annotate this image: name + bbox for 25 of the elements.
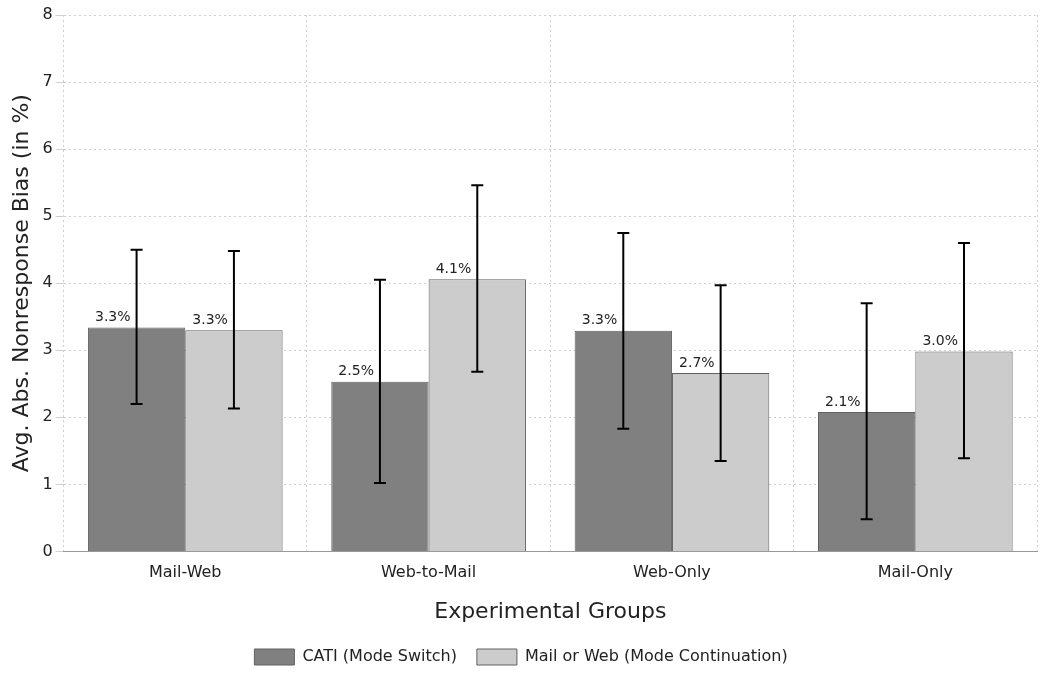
legend-label: Mail or Web (Mode Continuation) [524,646,788,666]
data-label: 3.3% [581,311,618,328]
y-tick-label: 0 [42,540,53,560]
data-label: 2.5% [338,362,374,379]
y-tick-label: 4 [42,272,53,292]
y-tick-label: 7 [42,71,53,91]
x-tick-label: Web-Only [633,562,711,582]
data-label: 2.1% [825,392,861,409]
y-axis-title: Avg. Abs. Nonresponse Bias (in %) [7,94,33,473]
y-tick-label: 5 [42,205,53,225]
x-tick-label: Mail-Web [149,562,222,582]
x-tick-label: Web-to-Mail [380,562,477,582]
legend-label: CATI (Mode Switch) [302,646,457,666]
y-tick-label: 2 [42,406,53,426]
data-label: 4.1% [435,259,472,276]
data-label: 3.3% [192,310,228,327]
y-tick-label: 3 [42,339,53,359]
data-label: 3.3% [95,308,131,325]
data-label: 3.0% [922,332,958,349]
x-axis-title: Experimental Groups [434,597,667,623]
y-tick-label: 1 [42,473,53,493]
data-label: 2.7% [679,353,715,370]
x-tick-label: Mail-Only [877,562,954,582]
y-tick-label: 8 [42,4,53,24]
y-tick-label: 6 [42,138,53,158]
